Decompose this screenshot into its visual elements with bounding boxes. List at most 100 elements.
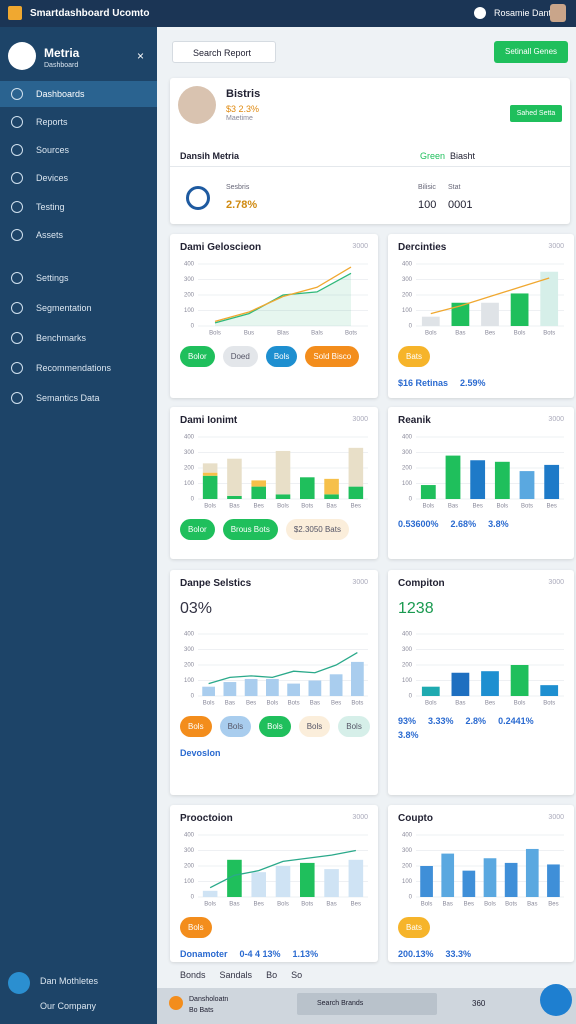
panel-title: Dercinties [398,242,447,253]
x-tick-label: Bols [209,331,221,337]
chip[interactable]: Bolor [180,346,215,367]
nav-item[interactable]: Segmentation [0,295,157,321]
chip[interactable]: Bolor [180,519,215,540]
y-tick-label: 200 [184,293,195,299]
chip[interactable]: Bols [180,716,212,737]
y-tick-label: 200 [402,466,413,472]
chart: 0 100 200 300 400 Bols Bas Bes Bols Bots [402,262,564,337]
bar [451,302,470,326]
col-value: 0001 [448,199,473,211]
chip[interactable]: Brous Bots [222,519,278,540]
chip[interactable]: Bols [180,917,212,938]
y-tick-label: 0 [191,324,195,330]
y-tick-label: 0 [191,497,195,503]
chip[interactable]: Bats [398,346,431,367]
tab[interactable]: Green [420,151,446,161]
nav-item[interactable]: Semantics Data [0,385,157,411]
bar [329,674,343,696]
x-tick-label: Bols [425,331,437,337]
chip[interactable]: Bols [219,716,252,737]
chip[interactable]: Bats [398,917,431,938]
area [215,273,351,326]
nav-icon [11,362,23,374]
nav-icon [11,272,23,284]
bar [202,890,218,897]
nav-item[interactable]: Reports [0,109,157,135]
chip[interactable]: Doed [222,346,258,367]
panel-corner: 3000 [352,416,368,423]
bottom-search[interactable]: Search Brands [297,993,437,1015]
bar [462,870,476,897]
fab[interactable] [540,984,572,1016]
y-tick-label: 0 [409,497,413,503]
x-tick-label: Bas [443,902,453,908]
profile-button[interactable]: Sahed Setta [510,105,562,122]
chip-row: Bats [398,917,566,938]
bell[interactable] [474,7,486,19]
line [214,266,352,322]
y-tick-label: 0 [409,694,413,700]
chip[interactable]: $2.3050 Bats [285,519,349,540]
bar [504,862,518,897]
nav-item[interactable]: Testing [0,194,157,220]
nav-icon [11,332,23,344]
chip[interactable]: Sold Bisco [305,346,360,367]
panel-title: Danpe Selstics [180,578,252,589]
bar [547,864,560,897]
nav-item[interactable]: Settings [0,265,157,291]
profile-name: Bistris [226,88,261,100]
brand-subtitle: Dashboard [44,62,79,69]
col-label: Stat [448,184,461,191]
stat: Devoslon [180,748,221,758]
search[interactable]: Search Report [172,41,276,63]
tab[interactable]: Biasht [450,151,476,161]
chip[interactable]: Bols [259,716,291,737]
chip[interactable]: Bols [298,716,331,737]
y-tick-label: 300 [184,848,195,854]
chart: 0 100 200 300 400 Bols Bas Bes Bols Bots Bas Bes [402,833,564,908]
bar [481,302,499,326]
primary-button[interactable]: Setinall Genes [494,41,568,63]
bar [540,685,559,696]
nav-item[interactable]: Assets [0,222,157,248]
stat-row: Devoslon [180,748,370,758]
avatar[interactable] [550,4,566,22]
x-tick-label: Bols [514,331,526,337]
bar [324,494,339,499]
nav-item[interactable]: Sources [0,137,157,163]
chip-row: Bols [180,917,370,938]
nav-item[interactable]: Dashboards [0,81,157,107]
bar [287,683,300,696]
bar [202,472,218,476]
nav-item[interactable]: Devices [0,165,157,191]
panel-corner: 3000 [352,243,368,250]
panel-corner: 3000 [548,814,564,821]
user-name[interactable]: Rosamie Dant [494,8,552,18]
x-tick-label: Bots [351,701,363,707]
chip[interactable]: Bols [338,716,370,737]
x-tick-label: Bols [422,504,434,510]
close[interactable]: × [137,49,145,63]
x-tick-label: Bots [345,331,357,337]
x-tick-label: Bols [203,701,215,707]
profile-card: Bistris $3 2.3% Maetime Sahed Setta Dans… [170,78,570,224]
nav-item[interactable]: Recommendations [0,355,157,381]
bar [324,869,339,897]
y-tick-label: 200 [184,663,195,669]
bar [300,862,315,897]
panel-title: Coupto [398,813,433,824]
x-tick-label: Bas [527,902,537,908]
stat-row: 0.53600% 2.68% 3.8% [398,519,566,529]
profile-photo [178,86,216,124]
chip[interactable]: Bols [265,346,298,367]
metric-icon [186,186,210,210]
stat: 2.68% [450,519,477,529]
x-tick-label: Bas [326,504,336,510]
bar [525,848,539,897]
stat-row: 93% 3.33% 2.8% 0.2441% 3.8% [398,716,566,740]
tab[interactable]: Dansih Metria [180,151,240,161]
bar [244,678,258,696]
bar [348,447,364,487]
nav-item[interactable]: Benchmarks [0,325,157,351]
